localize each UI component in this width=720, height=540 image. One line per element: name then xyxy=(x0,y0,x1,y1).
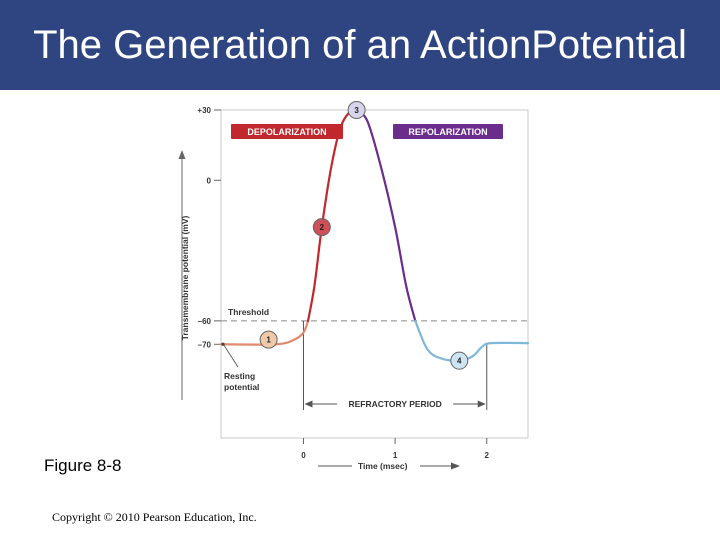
y-tick-label: –60 xyxy=(198,317,212,326)
repolarization-box xyxy=(393,124,503,139)
x-axis-arrowhead xyxy=(451,462,460,470)
repolarization-label: REPOLARIZATION xyxy=(408,127,487,137)
slide-title-line-2: Potential xyxy=(531,23,687,67)
curve-segment-resting xyxy=(219,319,310,346)
step-marker-label: 1 xyxy=(266,336,271,345)
step-marker-label: 3 xyxy=(354,106,359,115)
y-tick-label: –70 xyxy=(198,340,212,349)
step-marker-3 xyxy=(347,101,366,119)
threshold-label: Threshold xyxy=(228,307,269,317)
depolarization-box xyxy=(231,124,343,139)
slide-title: The Generation of an Action Potential xyxy=(0,0,720,90)
refractory-period-label: REFRACTORY PERIOD xyxy=(348,399,441,409)
y-axis-label: Transmembrane potential (mV) xyxy=(180,215,190,340)
step-marker-4 xyxy=(450,351,469,370)
x-axis-label: Time (msec) xyxy=(358,461,408,471)
y-tick-label: +30 xyxy=(197,106,211,115)
depolarization-label: DEPOLARIZATION xyxy=(247,127,326,137)
copyright-notice: Copyright © 2010 Pearson Education, Inc. xyxy=(52,510,257,524)
x-tick-label: 1 xyxy=(393,451,398,460)
slide-title-line-1: The Generation of an Action xyxy=(33,23,532,67)
step-marker-1 xyxy=(259,330,278,349)
y-tick-label: 0 xyxy=(207,176,212,185)
resting-potential-pointer xyxy=(223,345,239,368)
y-axis-ticks: +30 0 –60 –70 xyxy=(197,106,221,349)
x-tick-label: 2 xyxy=(485,451,490,460)
plot-area xyxy=(220,109,529,439)
resting-potential-label-line-2: potential xyxy=(224,382,259,392)
refractory-arrowhead-right xyxy=(477,400,486,408)
step-markers: 1 2 3 4 xyxy=(259,101,469,370)
refractory-label-background xyxy=(337,398,454,410)
x-tick-label: 0 xyxy=(301,451,306,460)
step-marker-label: 2 xyxy=(320,223,325,232)
y-axis-arrowhead xyxy=(178,150,186,159)
step-marker-label: 4 xyxy=(457,357,462,366)
resting-potential-label-line-1: Resting xyxy=(224,371,255,381)
curve-segment-repolarization xyxy=(355,108,417,322)
title-bar xyxy=(0,0,720,90)
figure-label: Figure 8-8 xyxy=(44,456,122,475)
step-marker-2 xyxy=(312,218,331,237)
resting-potential-dot xyxy=(221,342,225,346)
x-axis-ticks: 0 1 2 xyxy=(301,438,490,460)
refractory-arrowhead-left xyxy=(304,400,313,408)
